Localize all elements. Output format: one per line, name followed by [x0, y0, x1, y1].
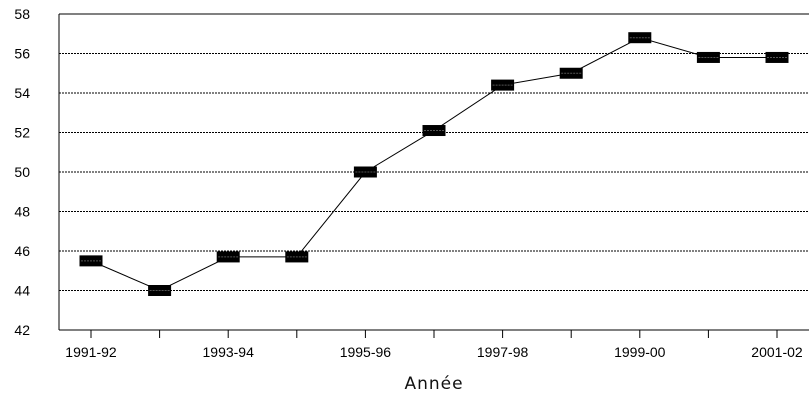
x-tick-labels: 1991-92 1993-94 1995-96 1997-98 1999-00 2001-… — [65, 344, 803, 360]
x-tick-label: 1991-92 — [65, 344, 117, 360]
axes — [58, 13, 809, 338]
series-line — [90, 37, 777, 292]
x-tick-label: 1995-96 — [340, 344, 392, 360]
x-tick-label: 1997-98 — [477, 344, 529, 360]
y-tick-label: 54 — [14, 85, 30, 101]
y-tick-label: 44 — [14, 283, 30, 299]
gridlines — [59, 53, 809, 291]
y-tick-label: 58 — [14, 6, 30, 22]
y-tick-label: 56 — [14, 46, 30, 62]
series-group — [79, 32, 789, 296]
y-tick-label: 46 — [14, 243, 30, 259]
x-tick-label: 1999-00 — [614, 344, 666, 360]
x-tick-label: 2001-02 — [751, 344, 803, 360]
y-tick-label: 48 — [14, 204, 30, 220]
x-axis-title: Année — [404, 374, 463, 394]
y-tick-label: 52 — [14, 125, 30, 141]
y-tick-label: 50 — [14, 164, 30, 180]
y-tick-labels: 42 44 46 48 50 52 54 56 58 — [14, 6, 30, 338]
x-tick-label: 1993-94 — [203, 344, 255, 360]
y-tick-label: 42 — [14, 322, 30, 338]
